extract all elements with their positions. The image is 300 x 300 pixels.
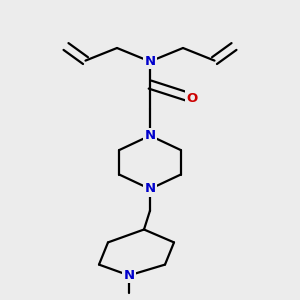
Text: N: N (144, 182, 156, 196)
Text: N: N (123, 269, 135, 282)
Text: N: N (144, 55, 156, 68)
Text: N: N (144, 129, 156, 142)
Text: O: O (186, 92, 198, 105)
